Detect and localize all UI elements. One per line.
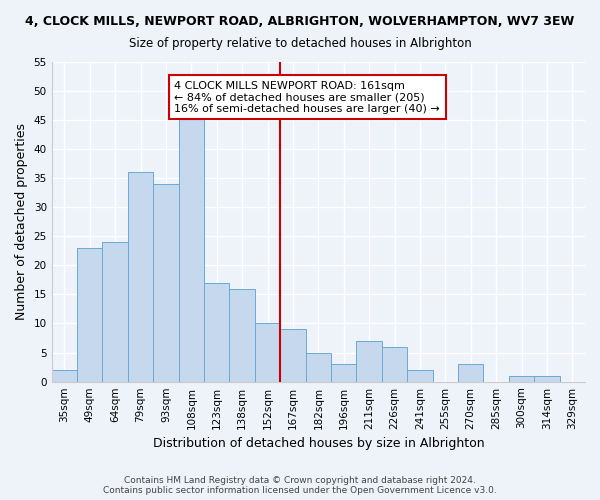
X-axis label: Distribution of detached houses by size in Albrighton: Distribution of detached houses by size … [152,437,484,450]
Bar [153,184,179,382]
Bar [280,330,305,382]
Bar [179,114,204,382]
Bar [458,364,484,382]
Bar [331,364,356,382]
Text: 4, CLOCK MILLS, NEWPORT ROAD, ALBRIGHTON, WOLVERHAMPTON, WV7 3EW: 4, CLOCK MILLS, NEWPORT ROAD, ALBRIGHTON… [25,15,575,28]
Bar [255,324,280,382]
Bar [407,370,433,382]
Bar [229,288,255,382]
Bar [128,172,153,382]
Bar [534,376,560,382]
Text: Contains HM Land Registry data © Crown copyright and database right 2024.
Contai: Contains HM Land Registry data © Crown c… [103,476,497,495]
Bar [77,248,103,382]
Y-axis label: Number of detached properties: Number of detached properties [15,123,28,320]
Bar [356,341,382,382]
Bar [103,242,128,382]
Bar [382,347,407,382]
Text: Size of property relative to detached houses in Albrighton: Size of property relative to detached ho… [128,38,472,51]
Bar [509,376,534,382]
Bar [52,370,77,382]
Bar [204,282,229,382]
Text: 4 CLOCK MILLS NEWPORT ROAD: 161sqm
← 84% of detached houses are smaller (205)
16: 4 CLOCK MILLS NEWPORT ROAD: 161sqm ← 84%… [175,80,440,114]
Bar [305,352,331,382]
